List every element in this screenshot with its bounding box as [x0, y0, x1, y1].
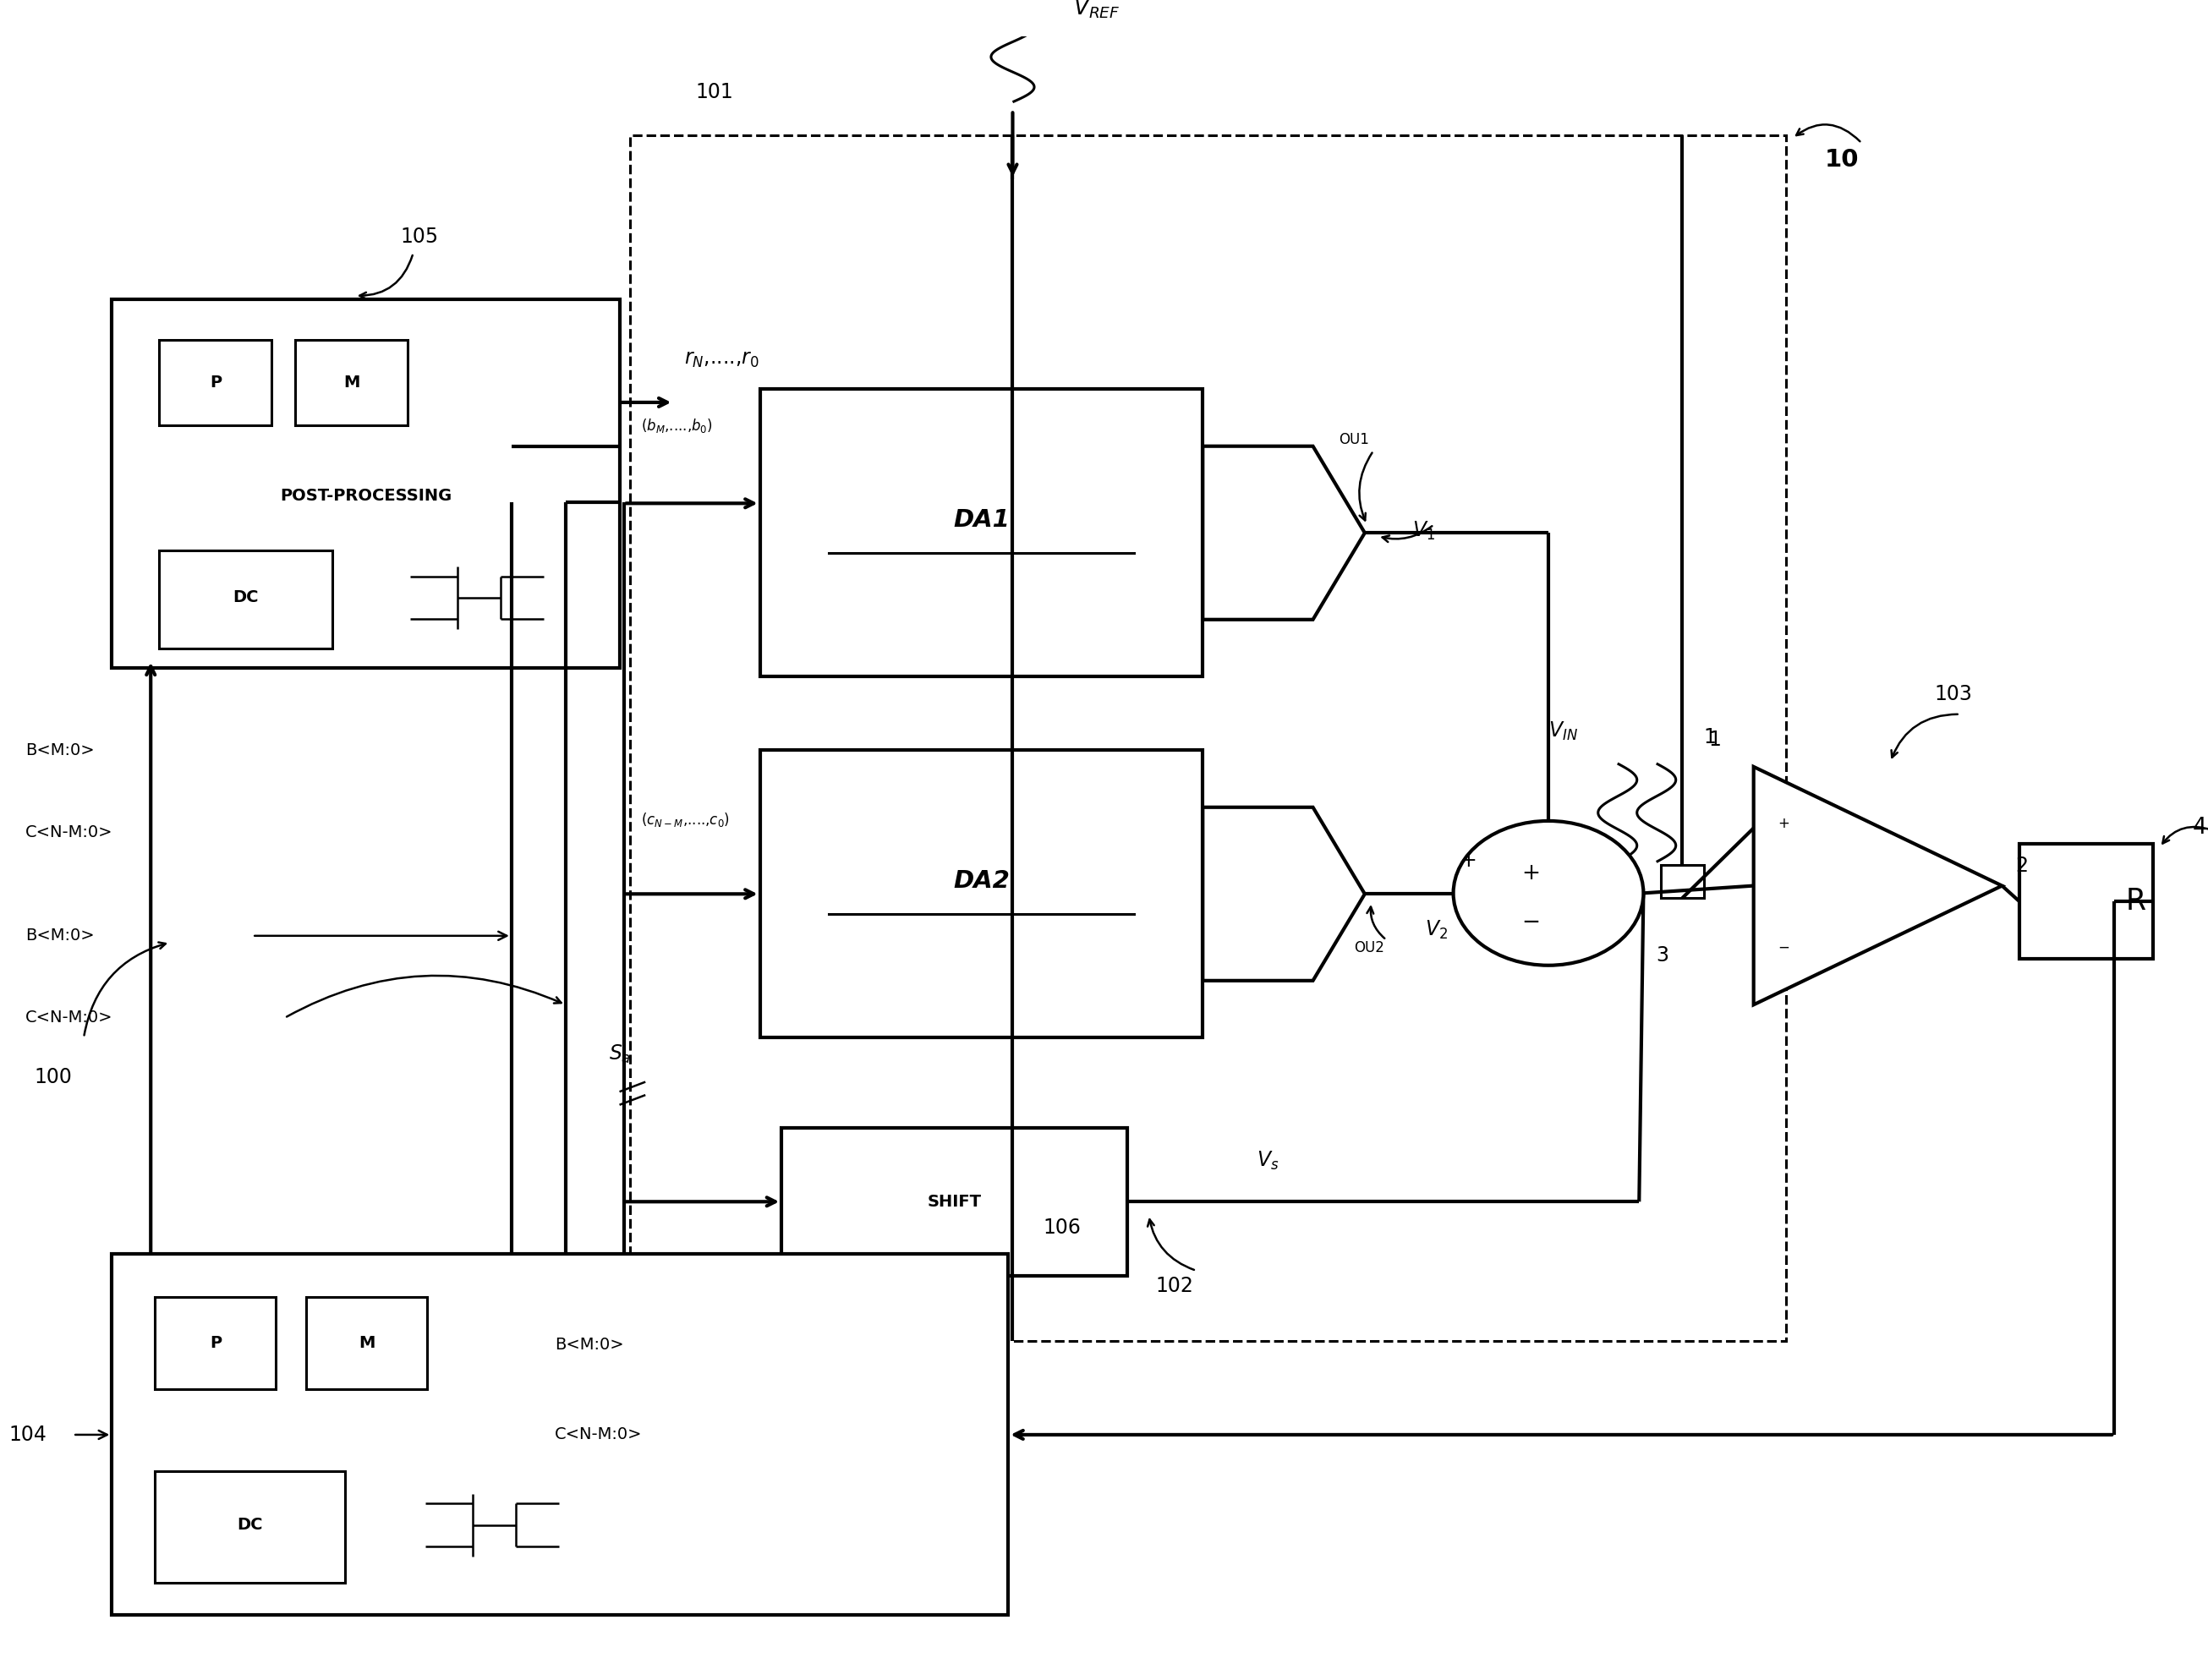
- Bar: [2020, 843, 2153, 959]
- Text: 105: 105: [400, 227, 439, 247]
- Text: $V_s$: $V_s$: [1256, 1151, 1278, 1173]
- Polygon shape: [1203, 808, 1365, 981]
- Text: DC: DC: [232, 590, 258, 606]
- Text: 102: 102: [1155, 1275, 1195, 1295]
- Text: DC: DC: [236, 1517, 263, 1534]
- Text: P: P: [210, 1336, 221, 1351]
- Circle shape: [1453, 822, 1643, 966]
- Text: 1: 1: [1705, 727, 1716, 748]
- Bar: [296, 339, 408, 425]
- Text: POST-PROCESSING: POST-PROCESSING: [280, 487, 453, 504]
- Text: SHIFT: SHIFT: [927, 1194, 980, 1210]
- Text: $V_1$: $V_1$: [1413, 519, 1435, 543]
- Bar: [760, 390, 1203, 677]
- Text: 103: 103: [1934, 684, 1972, 704]
- Text: OU2: OU2: [1354, 939, 1384, 956]
- Bar: [113, 1255, 1009, 1614]
- Text: −: −: [1521, 912, 1541, 934]
- Text: P: P: [210, 375, 221, 391]
- Text: $r_N$,....,$r_0$: $r_N$,....,$r_0$: [684, 349, 760, 370]
- Text: $(c_{N-M}$,....,$c_0)$: $(c_{N-M}$,....,$c_0)$: [640, 810, 731, 828]
- Text: M: M: [358, 1336, 375, 1351]
- Text: $V_{IN}$: $V_{IN}$: [1548, 721, 1579, 743]
- Text: C<N-M:0>: C<N-M:0>: [26, 825, 113, 840]
- Bar: [1660, 865, 1705, 899]
- Text: C<N-M:0>: C<N-M:0>: [554, 1426, 643, 1443]
- Text: 1: 1: [1709, 731, 1720, 751]
- Text: R: R: [2126, 887, 2146, 916]
- Text: 3: 3: [1656, 946, 1669, 966]
- Text: 101: 101: [696, 82, 733, 102]
- Text: 104: 104: [9, 1425, 46, 1445]
- Text: B<M:0>: B<M:0>: [26, 927, 95, 944]
- Text: 100: 100: [35, 1067, 73, 1087]
- Text: DA1: DA1: [954, 507, 1009, 531]
- Text: +: +: [1521, 862, 1541, 884]
- Text: B<M:0>: B<M:0>: [26, 743, 95, 758]
- Bar: [760, 751, 1203, 1038]
- Bar: [155, 1297, 276, 1389]
- Text: $S_a$: $S_a$: [609, 1043, 631, 1065]
- Text: 2: 2: [2016, 855, 2027, 877]
- Text: C<N-M:0>: C<N-M:0>: [26, 1010, 113, 1026]
- Text: $V_2$: $V_2$: [1424, 919, 1448, 941]
- Text: DA2: DA2: [954, 869, 1009, 892]
- Text: M: M: [344, 375, 360, 391]
- Bar: [782, 1127, 1126, 1275]
- Polygon shape: [1753, 766, 2003, 1005]
- Text: OU1: OU1: [1338, 432, 1369, 447]
- Bar: [155, 1472, 344, 1583]
- Bar: [113, 299, 620, 669]
- Bar: [629, 134, 1786, 1341]
- Text: +: +: [1777, 816, 1791, 832]
- Bar: [159, 549, 331, 648]
- Bar: [159, 339, 272, 425]
- Text: 4: 4: [2193, 816, 2206, 838]
- Text: 10: 10: [1824, 148, 1859, 171]
- Polygon shape: [1203, 447, 1365, 620]
- Text: −: −: [1777, 941, 1791, 956]
- Text: +: +: [1459, 850, 1477, 870]
- Text: 106: 106: [1044, 1218, 1082, 1238]
- Text: B<M:0>: B<M:0>: [554, 1337, 623, 1352]
- Bar: [307, 1297, 426, 1389]
- Text: $(b_M$,....,$b_0)$: $(b_M$,....,$b_0)$: [640, 417, 713, 435]
- Text: $V_{REF}$: $V_{REF}$: [1073, 0, 1119, 20]
